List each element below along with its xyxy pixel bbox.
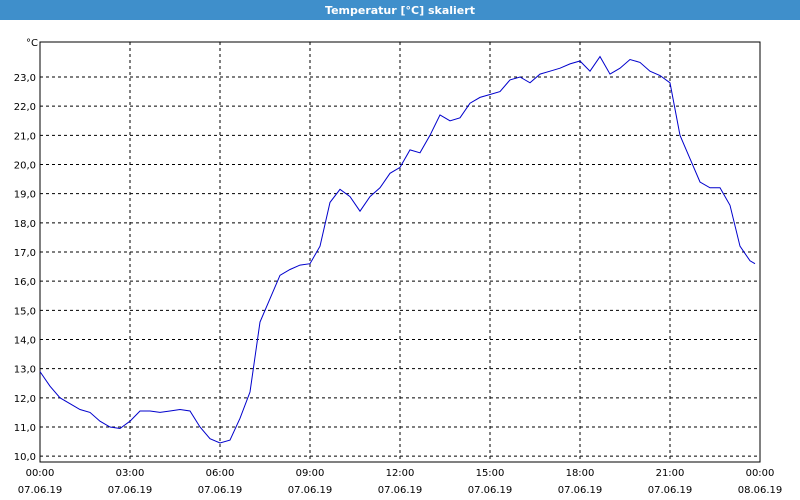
x-tick-date-label: 07.06.19 — [468, 485, 513, 496]
y-tick-label: 19,0 — [14, 190, 36, 201]
y-tick-label: 23,0 — [14, 73, 36, 84]
y-tick-label: 21,0 — [14, 131, 36, 142]
temperature-series-line — [39, 55, 756, 444]
chart-title-bar: Temperatur [°C] skaliert — [0, 0, 800, 20]
y-axis-unit: °C — [26, 38, 38, 49]
plot-frame — [39, 41, 761, 463]
y-tick-label: 15,0 — [14, 306, 36, 317]
chart-title: Temperatur [°C] skaliert — [325, 3, 475, 17]
y-tick-label: 22,0 — [14, 102, 36, 113]
x-tick-time-label: 03:00 — [116, 468, 145, 479]
y-tick-label: 14,0 — [14, 336, 36, 347]
x-tick-date-label: 07.06.19 — [108, 485, 153, 496]
y-tick-label: 18,0 — [14, 219, 36, 230]
x-tick-date-label: 07.06.19 — [378, 485, 423, 496]
x-tick-date-label: 07.06.19 — [18, 485, 63, 496]
x-tick-time-label: 06:00 — [206, 468, 235, 479]
x-tick-date-label: 07.06.19 — [198, 485, 243, 496]
y-tick-label: 13,0 — [14, 365, 36, 376]
y-tick-label: 17,0 — [14, 248, 36, 259]
x-tick-time-label: 00:00 — [746, 468, 775, 479]
x-tick-time-label: 09:00 — [296, 468, 325, 479]
y-tick-label: 12,0 — [14, 394, 36, 405]
x-axis-ticks: 00:00 07.06.19 03:00 07.06.19 06:00 07.06.19 0… — [18, 468, 783, 496]
y-tick-label: 16,0 — [14, 277, 36, 288]
x-tick-date-label: 07.06.19 — [648, 485, 693, 496]
y-tick-label: 20,0 — [14, 161, 36, 172]
x-tick-time-label: 18:00 — [566, 468, 595, 479]
y-axis-ticks: 10,0 11,0 12,0 13,0 14,0 15,0 16,0 17,0 18,0 19,0… — [14, 73, 36, 463]
grid — [40, 42, 760, 462]
x-tick-date-label: 07.06.19 — [558, 485, 603, 496]
x-tick-time-label: 21:00 — [656, 468, 685, 479]
temperature-chart: 10,0 11,0 12,0 13,0 14,0 15,0 16,0 17,0 18,0 19,0… — [14, 38, 783, 496]
x-tick-time-label: 00:00 — [26, 468, 55, 479]
x-tick-time-label: 12:00 — [386, 468, 415, 479]
y-tick-label: 11,0 — [14, 423, 36, 434]
x-tick-date-label: 08.06.19 — [738, 485, 783, 496]
x-tick-time-label: 15:00 — [476, 468, 505, 479]
y-tick-label: 10,0 — [14, 452, 36, 463]
x-tick-date-label: 07.06.19 — [288, 485, 333, 496]
